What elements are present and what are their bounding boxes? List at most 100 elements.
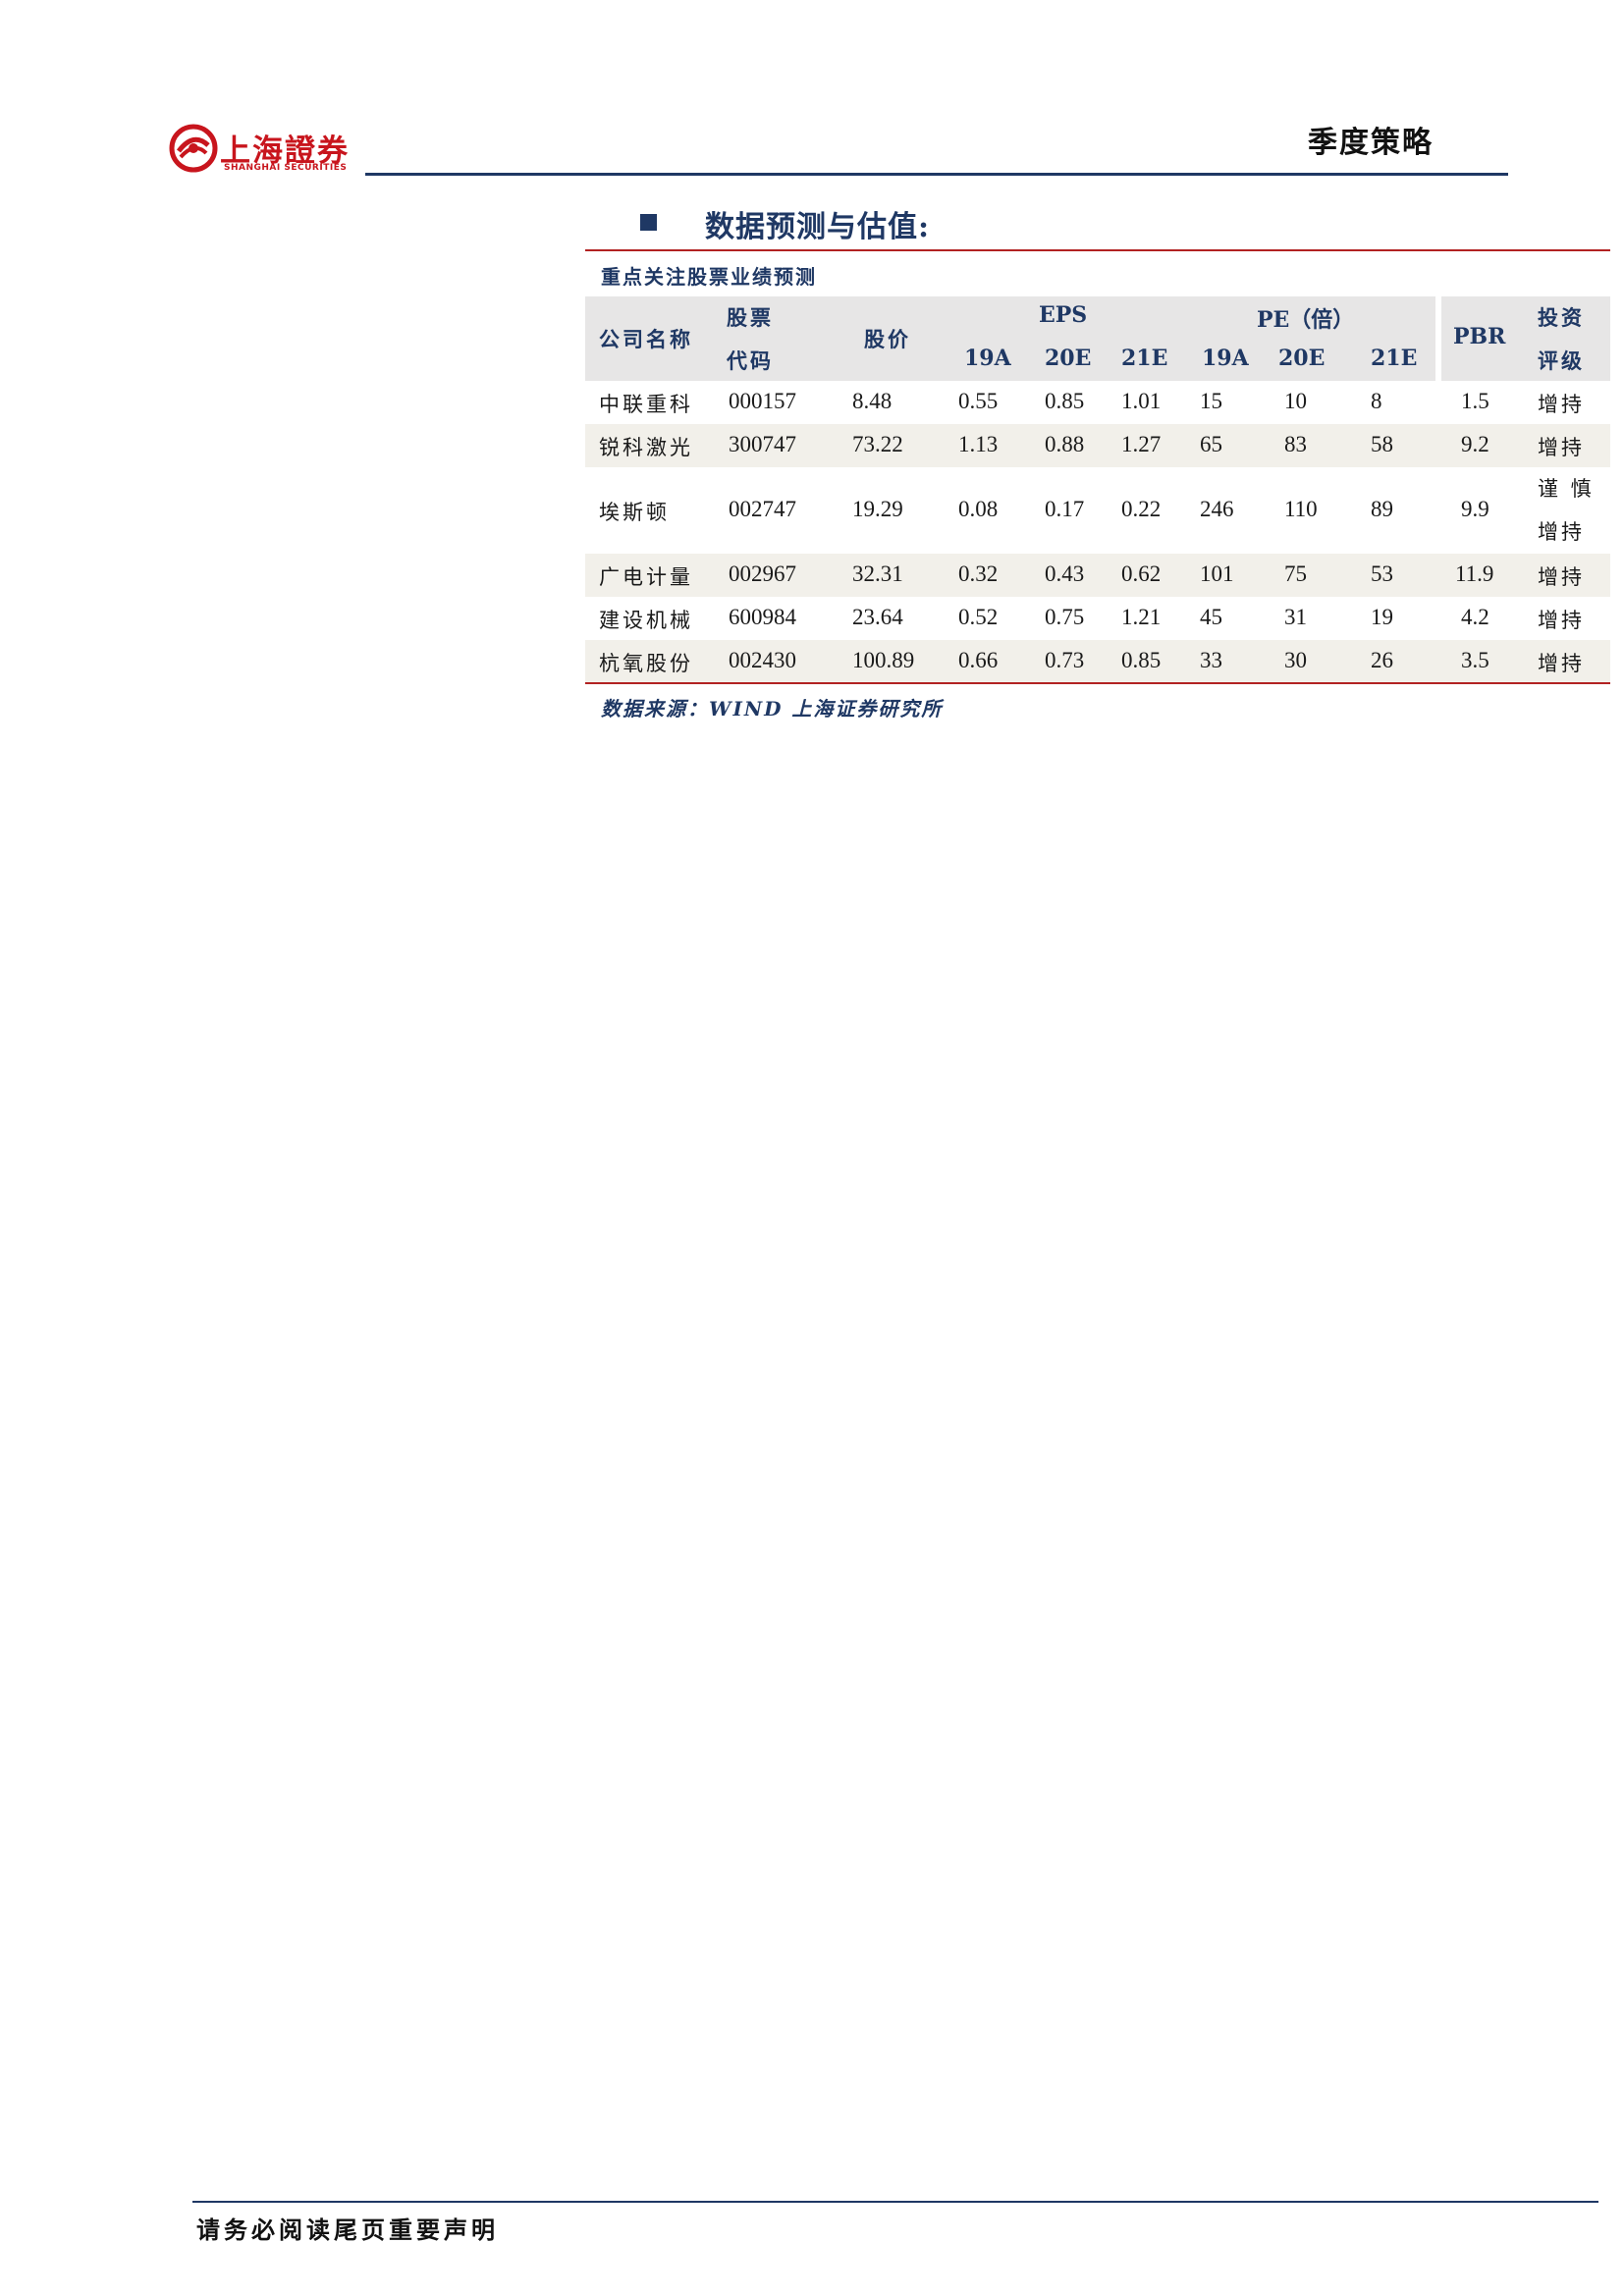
cell-pe-19a: 33: [1200, 648, 1222, 672]
header-eps-19a: 19A: [964, 346, 1011, 371]
cell-rating-line1: 谨 慎: [1538, 477, 1595, 501]
cell-pe-19a: 246: [1200, 497, 1234, 521]
table-top-rule: [585, 249, 1610, 251]
cell-code: 000157: [729, 389, 796, 413]
table-caption: 重点关注股票业绩预测: [601, 265, 817, 289]
cell-pbr: 1.5: [1461, 389, 1489, 413]
header-eps-20e: 20E: [1045, 346, 1092, 371]
cell-pe-20e: 83: [1284, 432, 1307, 456]
cell-eps-19a: 0.32: [958, 561, 999, 586]
cell-pe-21e: 19: [1371, 605, 1393, 629]
cell-pbr: 9.9: [1461, 497, 1489, 521]
header-rating-bottom: 评级: [1538, 348, 1585, 373]
footer-divider: [192, 2201, 1598, 2203]
cell-code: 002430: [729, 648, 796, 672]
cell-company: 杭氧股份: [599, 652, 693, 675]
cell-code: 600984: [729, 605, 796, 629]
logo-chinese-text: 上海證券: [220, 133, 350, 169]
cell-pe-20e: 110: [1284, 497, 1318, 521]
cell-company: 埃斯顿: [599, 501, 670, 524]
cell-pbr: 4.2: [1461, 605, 1489, 629]
cell-pe-20e: 30: [1284, 648, 1307, 672]
logo-emblem-icon: [169, 124, 218, 173]
cell-price: 8.48: [852, 389, 893, 413]
cell-price: 73.22: [852, 432, 903, 456]
cell-price: 32.31: [852, 561, 903, 586]
header-company: 公司名称: [599, 327, 693, 351]
cell-eps-21e: 0.22: [1121, 497, 1162, 521]
cell-eps-21e: 1.21: [1121, 605, 1162, 629]
header-separator: [1435, 296, 1441, 381]
cell-pbr: 3.5: [1461, 648, 1489, 672]
cell-pe-19a: 101: [1200, 561, 1234, 586]
cell-rating: 增持: [1538, 393, 1585, 416]
table-row: 埃斯顿 002747 19.29 0.08 0.17 0.22 246 110 …: [585, 467, 1610, 554]
table-row: 中联重科 000157 8.48 0.55 0.85 1.01 15 10 8 …: [585, 381, 1610, 424]
cell-eps-20e: 0.17: [1045, 497, 1085, 521]
table-row: 锐科激光 300747 73.22 1.13 0.88 1.27 65 83 5…: [585, 424, 1610, 467]
cell-company: 建设机械: [599, 609, 693, 632]
cell-pe-21e: 53: [1371, 561, 1393, 586]
cell-price: 19.29: [852, 497, 903, 521]
cell-pe-21e: 8: [1371, 389, 1382, 413]
header-pe-21e: 21E: [1371, 346, 1418, 371]
cell-rating: 增持: [1538, 609, 1585, 632]
footer-disclaimer: 请务必阅读尾页重要声明: [196, 2216, 499, 2244]
square-bullet-icon: [640, 214, 657, 231]
section-title: 数据预测与估值:: [705, 210, 931, 244]
header-rating-top: 投资: [1538, 305, 1585, 330]
cell-pe-20e: 10: [1284, 389, 1307, 413]
table-row: 建设机械 600984 23.64 0.52 0.75 1.21 45 31 1…: [585, 597, 1610, 640]
table-row: 杭氧股份 002430 100.89 0.66 0.73 0.85 33 30 …: [585, 640, 1610, 682]
cell-pe-19a: 45: [1200, 605, 1222, 629]
cell-pbr: 9.2: [1461, 432, 1489, 456]
cell-price: 100.89: [852, 648, 915, 672]
header-price: 股价: [864, 327, 911, 351]
brand-logo: 上海證券 SHANGHAI SECURITIES: [169, 124, 355, 179]
table-bottom-rule: [585, 682, 1610, 684]
cell-code: 002967: [729, 561, 796, 586]
cell-pe-19a: 15: [1200, 389, 1222, 413]
cell-eps-20e: 0.43: [1045, 561, 1085, 586]
cell-pe-21e: 89: [1371, 497, 1393, 521]
cell-company: 锐科激光: [599, 436, 693, 459]
cell-code: 002747: [729, 497, 796, 521]
header-code-bottom: 代码: [727, 348, 774, 373]
cell-price: 23.64: [852, 605, 903, 629]
header-pe-19a: 19A: [1202, 346, 1249, 371]
cell-eps-21e: 1.01: [1121, 389, 1162, 413]
document-type: 季度策略: [1308, 126, 1434, 160]
header-eps: EPS: [1039, 302, 1088, 328]
cell-pe-20e: 31: [1284, 605, 1307, 629]
cell-rating: 增持: [1538, 565, 1585, 589]
cell-pbr: 11.9: [1455, 561, 1494, 586]
cell-eps-19a: 0.55: [958, 389, 999, 413]
cell-company: 中联重科: [599, 393, 693, 416]
cell-company: 广电计量: [599, 565, 693, 589]
cell-pe-20e: 75: [1284, 561, 1307, 586]
header-code-top: 股票: [727, 305, 774, 330]
cell-eps-19a: 1.13: [958, 432, 999, 456]
cell-eps-20e: 0.85: [1045, 389, 1085, 413]
cell-code: 300747: [729, 432, 796, 456]
cell-eps-19a: 0.66: [958, 648, 999, 672]
cell-eps-21e: 0.85: [1121, 648, 1162, 672]
cell-pe-21e: 26: [1371, 648, 1393, 672]
cell-eps-20e: 0.73: [1045, 648, 1085, 672]
header-pe: PE（倍）: [1257, 307, 1355, 333]
cell-pe-19a: 65: [1200, 432, 1222, 456]
cell-eps-21e: 1.27: [1121, 432, 1162, 456]
cell-rating-line2: 增持: [1538, 520, 1585, 544]
cell-eps-19a: 0.08: [958, 497, 999, 521]
cell-eps-21e: 0.62: [1121, 561, 1162, 586]
cell-rating: 增持: [1538, 436, 1585, 459]
header-eps-21e: 21E: [1121, 346, 1168, 371]
cell-rating: 增持: [1538, 652, 1585, 675]
header-pe-20e: 20E: [1278, 346, 1326, 371]
data-source-note: 数据来源：WIND 上海证券研究所: [601, 697, 944, 721]
header-pbr: PBR: [1453, 324, 1506, 349]
cell-pe-21e: 58: [1371, 432, 1393, 456]
cell-eps-20e: 0.75: [1045, 605, 1085, 629]
cell-eps-20e: 0.88: [1045, 432, 1085, 456]
logo-english-text: SHANGHAI SECURITIES: [224, 163, 348, 173]
